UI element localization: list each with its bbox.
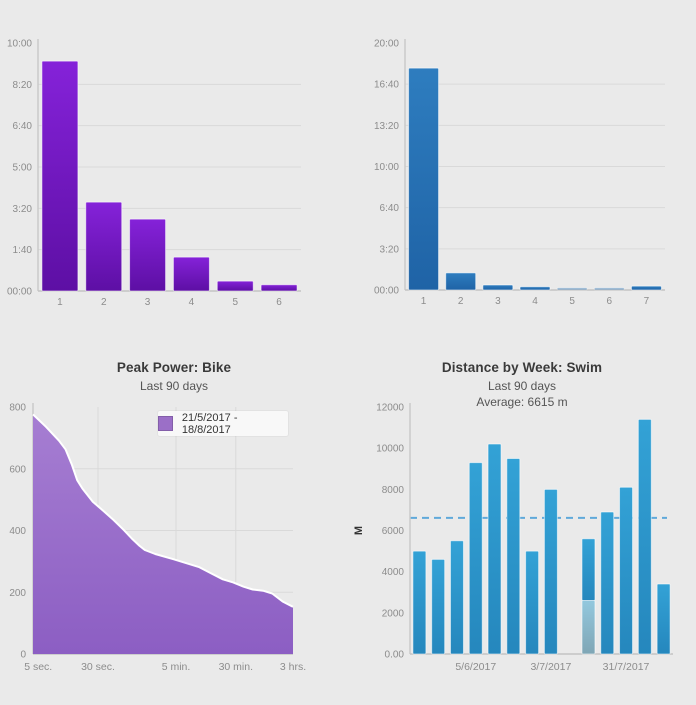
- bar[interactable]: [445, 272, 477, 291]
- bar[interactable]: [482, 284, 514, 291]
- y-tick-label: 6:40: [13, 121, 33, 132]
- y-tick-label: 800: [9, 403, 26, 414]
- y-axis-title: M: [353, 526, 365, 535]
- chart-subtitle: Last 90 days: [139, 379, 209, 393]
- area-fill[interactable]: [33, 414, 293, 654]
- bar[interactable]: [216, 280, 254, 292]
- x-tick-label: 31/7/2017: [603, 661, 650, 673]
- legend-item[interactable]: 21/5/2017 - 18/8/2017: [158, 411, 288, 436]
- x-tick-label: 5 sec.: [24, 661, 52, 673]
- y-tick-label: 20:00: [374, 39, 399, 50]
- chart-distance-by-week-swim: Distance by Week: Swim Last 90 days Aver…: [348, 350, 696, 705]
- x-tick-label: 1: [57, 297, 63, 308]
- bar[interactable]: [172, 256, 210, 292]
- bar[interactable]: [41, 60, 79, 292]
- chart-peak-duration-blue: 20:00 16:40 13:20 10:00 6:40 3:20 00:00 1 2 3 4 5 6 7: [348, 0, 696, 330]
- legend-label: 21/5/2017 - 18/8/2017: [181, 411, 238, 436]
- y-tick-label: 200: [9, 588, 26, 599]
- x-tick-label: 6: [607, 296, 613, 307]
- bar[interactable]: [593, 287, 625, 291]
- x-tick-label: 5: [232, 297, 238, 308]
- x-tick-label: 6: [276, 297, 282, 308]
- y-tick-label: 5:00: [13, 163, 33, 174]
- area-chart-canvas: 800 600 400 200 05 sec. 30 sec. 5 min. 30 min. 3…: [9, 403, 306, 674]
- bar[interactable]: [543, 488, 558, 655]
- y-tick-label: 0: [20, 650, 26, 661]
- x-tick-label: 5: [569, 296, 575, 307]
- x-tick-label: 2: [458, 296, 464, 307]
- y-tick-label: 10:00: [374, 162, 399, 173]
- chart-average-label: Average: 6615 m: [476, 395, 568, 409]
- y-tick-label: 8:20: [13, 80, 33, 91]
- y-tick-label: 1:40: [13, 245, 33, 256]
- chart-title: Distance by Week: Swim: [441, 360, 603, 375]
- x-tick-label: 4: [532, 296, 538, 307]
- y-tick-label: 6:40: [380, 203, 400, 214]
- x-tick-label: 4: [189, 297, 195, 308]
- y-tick-label: 00:00: [7, 287, 32, 298]
- y-tick-label: 13:20: [374, 121, 399, 132]
- x-tick-label: 30 sec.: [81, 661, 115, 673]
- legend-swatch-icon: [158, 416, 173, 431]
- x-tick-label: 7: [644, 296, 650, 307]
- bar-chart-canvas-swim: 12000 10000 8000 6000 4000 2000 0.00 5/6/2017 3/…: [353, 403, 673, 673]
- y-tick-label: 600: [9, 464, 26, 475]
- bar[interactable]: [129, 218, 167, 292]
- x-tick-label: 5 min.: [162, 661, 191, 673]
- bar[interactable]: [412, 550, 427, 655]
- bar-faded-segment[interactable]: [581, 599, 596, 655]
- area-line: [32, 413, 294, 608]
- chart-peak-duration-purple: 10:00 8:20 6:40 5:00 3:20 1:40 00:00 1 2 3 4 5 6: [0, 0, 348, 330]
- y-tick-label: 8000: [382, 485, 405, 496]
- x-tick-label: 1: [421, 296, 427, 307]
- y-tick-label: 3:20: [13, 204, 33, 215]
- bar[interactable]: [600, 511, 615, 655]
- x-tick-label: 3 hrs.: [280, 661, 306, 673]
- bar[interactable]: [656, 583, 671, 655]
- chart-title: Peak Power: Bike: [116, 360, 232, 375]
- bar[interactable]: [260, 284, 298, 292]
- x-tick-label: 5/6/2017: [455, 661, 496, 673]
- bar[interactable]: [630, 285, 662, 291]
- x-tick-label: 3: [495, 296, 501, 307]
- bar[interactable]: [506, 457, 521, 655]
- bar[interactable]: [408, 67, 440, 291]
- chart-subtitle: Last 90 days: [487, 379, 557, 393]
- bar[interactable]: [487, 443, 502, 655]
- x-tick-label: 30 min.: [219, 661, 253, 673]
- bar[interactable]: [619, 486, 634, 655]
- y-tick-label: 12000: [376, 403, 404, 414]
- bar-solid-segment[interactable]: [581, 538, 596, 601]
- bar[interactable]: [637, 418, 652, 655]
- bar[interactable]: [519, 286, 551, 291]
- y-tick-label: 16:40: [374, 80, 399, 91]
- y-tick-label: 00:00: [374, 286, 399, 297]
- y-tick-label: 10:00: [7, 39, 32, 50]
- chart-peak-power-bike: Peak Power: Bike Last 90 days 800 600 400 2…: [0, 350, 348, 705]
- y-tick-label: 2000: [382, 608, 405, 619]
- x-tick-label: 3: [145, 297, 151, 308]
- y-tick-label: 6000: [382, 526, 405, 537]
- bar-chart-canvas-purple: 10:00 8:20 6:40 5:00 3:20 1:40 00:00 1 2 3 4 5 6: [7, 39, 301, 308]
- bar[interactable]: [85, 201, 123, 292]
- bar[interactable]: [431, 558, 446, 655]
- y-tick-label: 0.00: [385, 650, 405, 661]
- y-tick-label: 10000: [376, 444, 404, 455]
- y-tick-label: 400: [9, 526, 26, 537]
- bar[interactable]: [468, 462, 483, 655]
- y-tick-label: 4000: [382, 567, 405, 578]
- y-tick-label: 3:20: [380, 244, 400, 255]
- bar[interactable]: [556, 287, 588, 291]
- bar-chart-canvas-blue: 20:00 16:40 13:20 10:00 6:40 3:20 00:00 1 2 3 4 5 6 7: [374, 39, 665, 307]
- bar[interactable]: [525, 550, 540, 655]
- bar[interactable]: [449, 540, 464, 655]
- x-tick-label: 2: [101, 297, 107, 308]
- x-tick-label: 3/7/2017: [530, 661, 571, 673]
